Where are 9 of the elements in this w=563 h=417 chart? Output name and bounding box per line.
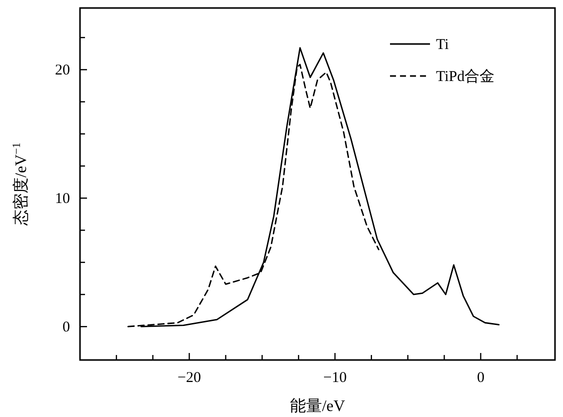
y-tick-label: 20 bbox=[55, 62, 70, 79]
x-tick-label: −10 bbox=[323, 370, 347, 386]
legend-label: Ti bbox=[436, 37, 449, 53]
legend-label: TiPd合金 bbox=[436, 68, 495, 85]
y-tick-label: 0 bbox=[62, 320, 70, 336]
y-tick-label: 10 bbox=[55, 191, 70, 208]
x-tick-label: −20 bbox=[178, 370, 202, 386]
x-tick-label: 0 bbox=[476, 370, 484, 386]
x-axis-title: 能量/eV bbox=[290, 397, 346, 415]
